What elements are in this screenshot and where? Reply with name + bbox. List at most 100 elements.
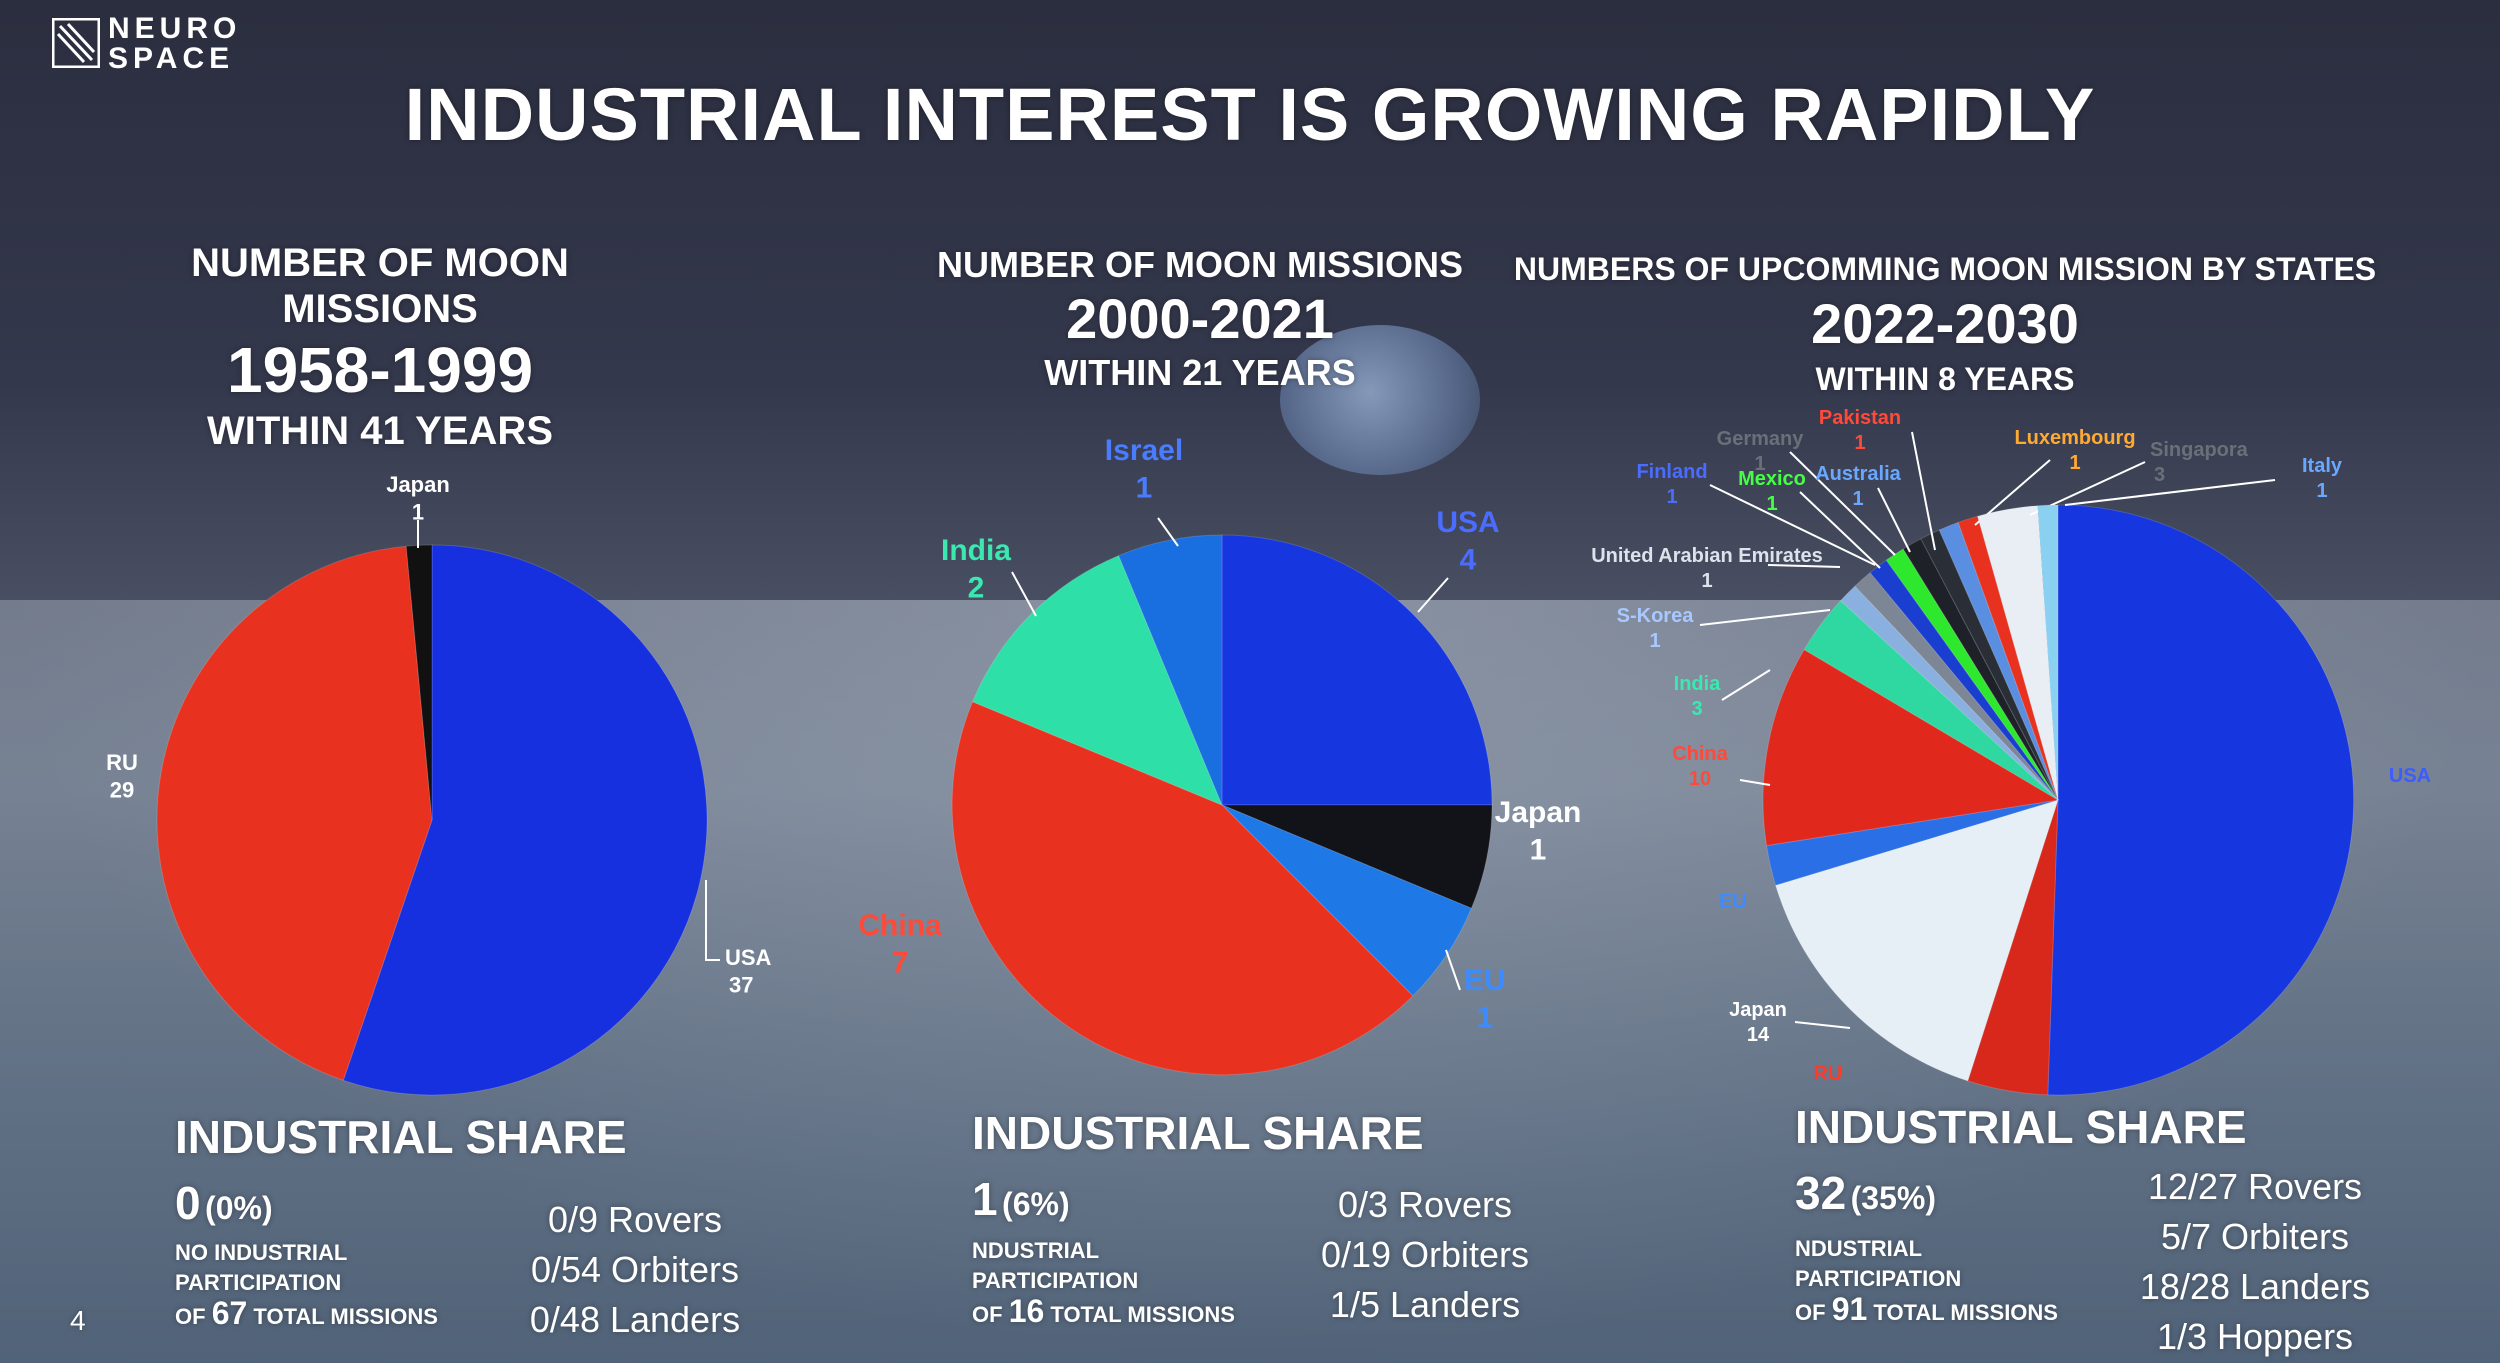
slice-label: Luxembourg — [2014, 427, 2135, 449]
pie-slice-india — [1803, 599, 2059, 801]
slice-value-label: 2 — [968, 572, 985, 605]
logo-line1: NEURO — [108, 12, 242, 45]
leader-line — [1767, 564, 1841, 568]
slice-value-label: 3 — [2154, 464, 2165, 486]
leader-line — [1417, 577, 1449, 613]
industrial-count: 32 (35%) — [1795, 1167, 1936, 1219]
slice-value-label: 10 — [1689, 768, 1711, 790]
pie-slice-usa — [2047, 504, 2355, 1096]
pie-slice-singapora — [1976, 505, 2059, 801]
pie-slice-ru — [156, 545, 433, 1081]
pie-slice-japan — [405, 544, 433, 821]
panel1-heading: NUMBER OF MOON MISSIONS 1958-1999 WITHIN… — [191, 241, 569, 453]
slice-value-label: 29 — [110, 778, 134, 803]
industrial-share-title: INDUSTRIAL SHARE — [972, 1107, 1424, 1159]
pie-slice-china — [951, 701, 1414, 1076]
slice-label: Japan — [1729, 999, 1787, 1021]
slice-value-label: 14 — [1747, 1024, 1770, 1046]
neurospace-logo-text: NEURO SPACE — [108, 14, 241, 74]
pie-slice-luxembourg — [1957, 515, 2059, 801]
leader-line — [1709, 484, 1876, 566]
logo-line2: SPACE — [108, 42, 235, 75]
pie-slice-s-korea — [1839, 585, 2059, 801]
slice-label: USA — [1436, 506, 1499, 539]
pie-slice-eu — [1766, 799, 2059, 886]
industrial-stats: 12/27 Rovers 5/7 Orbiters 18/28 Landers … — [2139, 1166, 2371, 1357]
slice-value-label: 1 — [1852, 488, 1863, 510]
slice-value-label: 1 — [2316, 480, 2327, 502]
slice-value-label: 1 — [1136, 472, 1153, 505]
industrial-stats: 0/3 Rovers 0/19 Orbiters 1/5 Landers — [1320, 1184, 1530, 1325]
pie-slice-pakistan — [1938, 521, 2059, 801]
page-number: 4 — [70, 1305, 86, 1336]
slice-label: Singapora — [2150, 439, 2249, 461]
leader-line — [1721, 669, 1771, 701]
slice-value-label: 1 — [1477, 1002, 1494, 1035]
leader-line — [1877, 487, 1911, 553]
slice-label: EU — [1719, 891, 1747, 913]
slice-value-label: 1 — [1701, 570, 1712, 592]
pie-slice-usa — [342, 544, 708, 1096]
slice-label: China — [858, 909, 942, 942]
slice-value-label: 1 — [1530, 834, 1547, 867]
pie-slice-australia — [1920, 529, 2059, 801]
pie-slice-ru — [1967, 799, 2059, 1096]
industrial-share-title: INDUSTRIAL SHARE — [1795, 1101, 2247, 1153]
pie-chart-1: USA 37 RU 29 Japan 1 — [106, 472, 772, 1096]
slice-label: Germany — [1717, 428, 1805, 450]
slice-value-label: 1 — [2069, 452, 2080, 474]
slice-label: Australia — [1815, 463, 1901, 485]
slice-value-label: 4 — [1460, 544, 1477, 577]
pie-slice-germany — [1902, 538, 2059, 801]
slice-label: EU — [1464, 964, 1506, 997]
slice-label: China — [1672, 743, 1728, 765]
industrial-count: 1 (6%) — [972, 1173, 1070, 1225]
slide-title: INDUSTRIAL INTEREST IS GROWING RAPIDLY — [404, 73, 2096, 156]
pie-slice-united-arabian-emirates — [1854, 571, 2059, 801]
slice-label: RU — [106, 750, 138, 775]
neurospace-logo-icon — [52, 18, 100, 68]
industrial-desc: NDUSTRIAL PARTICIPATION OF 16 TOTAL MISS… — [972, 1238, 1235, 1329]
slice-label: India — [1674, 673, 1722, 695]
slice-label: Israel — [1105, 434, 1183, 467]
leader-line — [1445, 949, 1461, 991]
pie-slice-eu — [1221, 804, 1473, 997]
leader-line — [1911, 431, 1936, 551]
slice-label: Italy — [2302, 455, 2343, 477]
industrial-desc: NDUSTRIAL PARTICIPATION OF 91 TOTAL MISS… — [1795, 1236, 2058, 1327]
slice-label: India — [941, 534, 1011, 567]
pie-chart-3: USA RU Japan 14 EU China 10 India 3 S-Korea 1 Unite… — [1591, 407, 2431, 1096]
leader-line — [1011, 571, 1037, 617]
slice-value-label: 7 — [892, 947, 909, 980]
leader-line — [1699, 609, 1831, 626]
industrial-desc: NO INDUSTRIAL PARTICIPATION OF 67 TOTAL … — [175, 1240, 438, 1331]
pie-slice-usa — [1221, 534, 1493, 806]
pie-slice-japan — [1221, 804, 1493, 909]
earth-in-sky-image — [1280, 325, 1480, 475]
pie-slice-china — [1762, 648, 2060, 847]
slice-label: Finland — [1636, 461, 1707, 483]
leader-line — [1157, 517, 1179, 547]
slice-label: United Arabian Emirates — [1591, 545, 1823, 567]
pie-chart-2: USA 4 Japan 1 EU 1 China 7 India 2 Israel 1 — [858, 434, 1582, 1076]
leader-line — [1739, 779, 1771, 786]
slice-label: Pakistan — [1819, 407, 1901, 429]
pie-slice-italy — [2037, 504, 2059, 801]
slice-label: Japan — [1495, 796, 1582, 829]
slice-value-label: 1 — [1754, 453, 1765, 475]
slice-label: Mexico — [1738, 468, 1806, 490]
slice-value-label: 1 — [412, 500, 424, 525]
pie-slice-japan — [1774, 799, 2059, 1082]
slice-label: USA — [2389, 765, 2431, 787]
pie-slice-india — [971, 554, 1223, 806]
leader-line — [1789, 451, 1896, 556]
leader-line — [2064, 479, 2276, 506]
slice-value-label: 1 — [1766, 493, 1777, 515]
panel3-heading: NUMBERS OF UPCOMMING MOON MISSION BY STA… — [1513, 251, 2377, 397]
industrial-count: 0 (0%) — [175, 1177, 273, 1229]
industrial-share-title: INDUSTRIAL SHARE — [175, 1111, 627, 1163]
slice-value-label: 37 — [729, 973, 753, 998]
leader-line — [705, 880, 720, 961]
